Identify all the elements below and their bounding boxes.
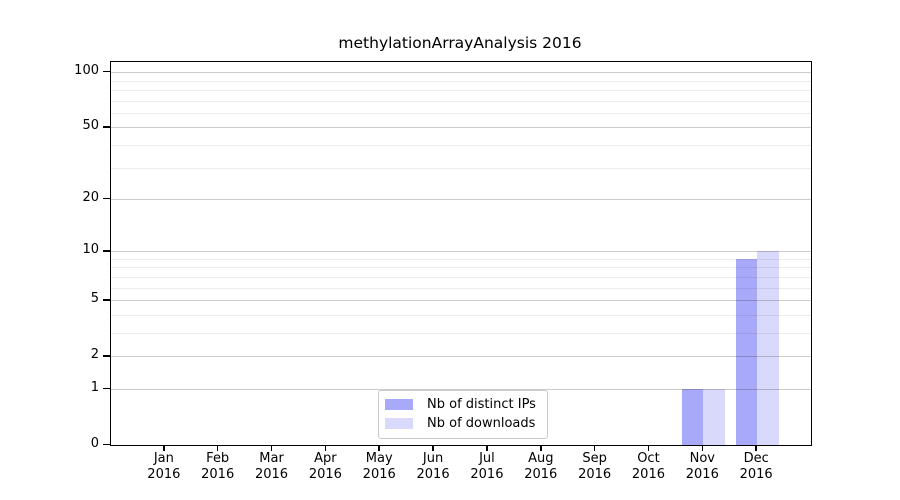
y-tick-50 <box>103 126 110 128</box>
gridline-minor-4 <box>111 314 811 316</box>
x-tick-label-apr-2016: Apr 2016 <box>293 451 357 483</box>
gridline-minor-8 <box>111 267 811 269</box>
x-tick-label-oct-2016: Oct 2016 <box>616 451 680 483</box>
gridline-minor-6 <box>111 287 811 289</box>
x-tick-label-sep-2016: Sep 2016 <box>563 451 627 483</box>
y-tick-0 <box>103 443 110 446</box>
x-tick-year: 2016 <box>578 467 612 482</box>
x-tick-month: Jul <box>479 451 495 466</box>
gridline-major-2 <box>111 356 811 358</box>
y-tick-5 <box>103 298 110 301</box>
gridline-minor-60 <box>111 112 811 114</box>
x-tick-label-dec-2016: Dec 2016 <box>724 451 788 483</box>
x-tick-dec-2016 <box>755 445 757 451</box>
y-tick-20 <box>103 197 110 200</box>
bar-nb-of-distinct-ips-nov-2016 <box>681 388 704 445</box>
legend: Nb of distinct IPs Nb of downloads <box>378 390 548 439</box>
y-tick-100 <box>103 70 110 73</box>
x-tick-year: 2016 <box>470 467 504 482</box>
y-tick-label-50: 50 <box>82 118 99 134</box>
gridline-major-5 <box>111 300 811 302</box>
x-tick-label-aug-2016: Aug 2016 <box>509 451 573 483</box>
y-tick-label-0: 0 <box>90 436 99 451</box>
chart-title: methylationArrayAnalysis 2016 <box>338 34 582 52</box>
x-tick-sep-2016 <box>593 445 596 451</box>
x-tick-month: Feb <box>206 451 230 466</box>
legend-label-downloads: Nb of downloads <box>427 416 536 431</box>
x-tick-year: 2016 <box>739 467 773 482</box>
y-tick-label-100: 100 <box>74 63 99 79</box>
gridline-major-100 <box>111 72 811 74</box>
bar-nb-of-distinct-ips-dec-2016 <box>735 258 758 445</box>
legend-item-distinct-ips: Nb of distinct IPs <box>385 397 536 412</box>
bar-nb-of-downloads-nov-2016 <box>703 388 725 445</box>
y-tick-label-20: 20 <box>82 189 99 205</box>
x-tick-label-jan-2016: Jan 2016 <box>132 451 196 483</box>
x-tick-year: 2016 <box>685 467 719 482</box>
x-tick-label-mar-2016: Mar 2016 <box>240 451 304 483</box>
x-tick-jul-2016 <box>486 445 488 451</box>
x-tick-label-feb-2016: Feb 2016 <box>186 451 250 483</box>
bar-nb-of-downloads-dec-2016 <box>757 251 779 445</box>
gridline-minor-9 <box>111 258 811 260</box>
x-tick-label-jul-2016: Jul 2016 <box>455 451 519 483</box>
gridline-minor-80 <box>111 89 811 91</box>
gridline-minor-90 <box>111 80 811 82</box>
gridline-minor-7 <box>111 276 811 278</box>
x-tick-year: 2016 <box>308 467 342 482</box>
gridline-major-10 <box>111 251 811 253</box>
x-tick-year: 2016 <box>201 467 235 482</box>
gridline-major-20 <box>111 198 811 200</box>
gridline-minor-3 <box>111 332 811 334</box>
x-tick-month: Oct <box>637 451 660 466</box>
x-tick-aug-2016 <box>539 445 542 451</box>
plot-area: Nb of distinct IPs Nb of downloads <box>110 61 812 446</box>
x-tick-month: Dec <box>743 451 769 466</box>
x-tick-jun-2016 <box>432 445 434 451</box>
gridline-major-50 <box>111 127 811 129</box>
x-tick-oct-2016 <box>647 445 650 451</box>
x-tick-month: Jan <box>153 451 174 466</box>
gridline-minor-70 <box>111 100 811 102</box>
x-tick-month: Jun <box>422 451 444 466</box>
x-tick-label-nov-2016: Nov 2016 <box>670 451 734 483</box>
x-tick-month: Aug <box>528 451 554 466</box>
x-tick-label-jun-2016: Jun 2016 <box>401 451 465 483</box>
x-tick-apr-2016 <box>324 445 327 451</box>
x-tick-month: Mar <box>259 451 284 466</box>
x-tick-month: May <box>365 451 393 466</box>
x-tick-year: 2016 <box>524 467 558 482</box>
x-tick-year: 2016 <box>631 467 665 482</box>
y-tick-1 <box>103 387 110 390</box>
legend-item-downloads: Nb of downloads <box>385 416 536 431</box>
x-tick-month: Apr <box>314 451 337 466</box>
x-tick-jan-2016 <box>163 445 165 451</box>
x-tick-feb-2016 <box>216 445 219 451</box>
x-tick-year: 2016 <box>147 467 181 482</box>
x-tick-year: 2016 <box>416 467 450 482</box>
x-tick-mar-2016 <box>270 445 273 451</box>
legend-label-distinct-ips: Nb of distinct IPs <box>427 397 536 412</box>
legend-swatch-downloads <box>385 418 413 429</box>
x-tick-month: Nov <box>689 451 715 466</box>
y-tick-label-5: 5 <box>90 291 99 307</box>
legend-swatch-distinct-ips <box>385 399 413 410</box>
x-tick-month: Sep <box>582 451 607 466</box>
gridline-minor-30 <box>111 167 811 169</box>
y-tick-label-2: 2 <box>90 347 99 363</box>
y-tick-2 <box>103 354 110 357</box>
gridline-minor-40 <box>111 144 811 146</box>
y-tick-label-1: 1 <box>90 379 99 395</box>
x-tick-label-may-2016: May 2016 <box>347 451 411 483</box>
y-tick-10 <box>103 249 110 252</box>
y-tick-label-10: 10 <box>82 242 99 258</box>
x-tick-may-2016 <box>378 445 381 451</box>
x-tick-year: 2016 <box>362 467 396 482</box>
x-tick-nov-2016 <box>701 445 704 451</box>
x-tick-year: 2016 <box>254 467 289 482</box>
